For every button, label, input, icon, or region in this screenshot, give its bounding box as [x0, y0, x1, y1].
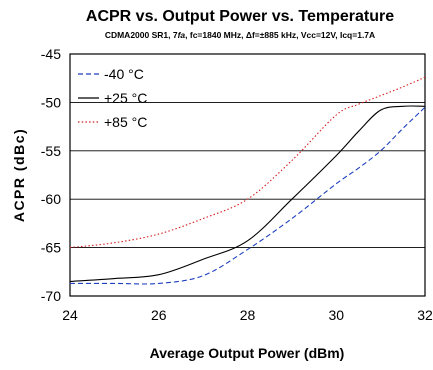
series-line	[69, 105, 426, 283]
chart-subtitle: CDMA2000 SR1, 7fa, fc=1840 MHz, Δf=±885 …	[105, 30, 375, 40]
x-tick-label: 28	[240, 307, 256, 323]
series-line	[69, 76, 426, 249]
y-tick-label: -50	[41, 94, 61, 110]
series-lines	[69, 76, 426, 285]
y-axis-label: ACPR (dBc)	[11, 128, 27, 222]
x-tick-labels: 24 26 28 30 32	[62, 307, 433, 323]
y-tick-label: -65	[41, 240, 61, 256]
y-tick-label: -60	[41, 191, 61, 207]
series-line	[70, 106, 426, 285]
x-tick-label: 24	[62, 307, 78, 323]
x-tick-label: 26	[151, 307, 167, 323]
x-tick-label: 30	[328, 307, 344, 323]
y-tick-labels: -45 -50 -55 -60 -65 -70	[41, 46, 61, 304]
legend-label: -40 °C	[104, 66, 144, 82]
plot-frame	[69, 53, 426, 297]
y-tick-label: -55	[41, 143, 61, 159]
legend: -40 °C +25 °C +85 °C	[78, 66, 147, 130]
x-tick-label: 32	[417, 307, 433, 323]
chart-title: ACPR vs. Output Power vs. Temperature	[86, 8, 394, 25]
x-axis-label: Average Output Power (dBm)	[150, 345, 345, 361]
y-tick-label: -70	[41, 288, 61, 304]
legend-label: +85 °C	[104, 114, 147, 130]
y-tick-label: -45	[41, 46, 61, 62]
legend-label: +25 °C	[104, 90, 147, 106]
